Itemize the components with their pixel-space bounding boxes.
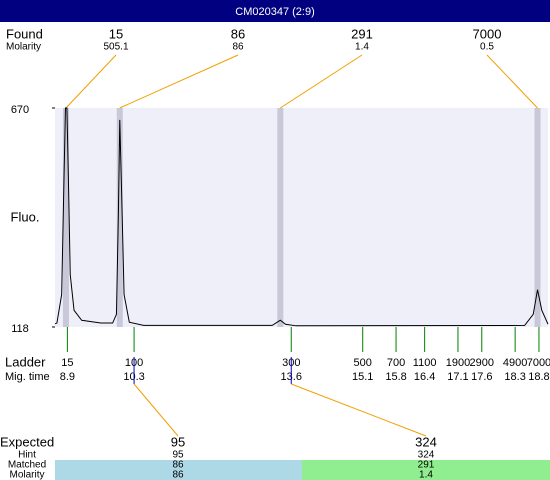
peak-band [534, 108, 541, 327]
found-size: 15 [109, 26, 123, 41]
matched-molarity: 86 [172, 470, 184, 480]
peak-connector [486, 54, 538, 109]
peak-connector [280, 54, 363, 109]
matched-label: Matched [8, 460, 46, 471]
peak-connector [119, 54, 239, 109]
ladder-size: 4900 [503, 357, 527, 369]
found-label: Found [6, 26, 43, 41]
ladder-size: 15 [61, 357, 73, 369]
found-size: 86 [231, 26, 245, 41]
plot-area [55, 108, 548, 327]
mig-label: Mig. time [5, 371, 50, 383]
expected-connector [291, 383, 427, 437]
matched: 291 [418, 460, 435, 471]
found-size: 7000 [473, 26, 502, 41]
matched-bar [302, 460, 550, 480]
expected-size: 324 [415, 434, 437, 449]
matched-molarity: 1.4 [419, 470, 433, 480]
expected-label: Expected [0, 434, 54, 449]
ladder-mig-time: 15.1 [352, 371, 373, 383]
peak-band [62, 108, 69, 327]
matched: 86 [172, 460, 184, 471]
hint: 324 [418, 450, 435, 461]
hint: 95 [172, 450, 184, 461]
peak-band [277, 108, 284, 327]
title: CM020347 (2:9) [235, 6, 315, 18]
ladder-size: 2900 [470, 357, 494, 369]
hint-label: Hint [18, 450, 36, 461]
found-molarity: 505.1 [103, 42, 128, 53]
expected-connector [133, 383, 179, 437]
expected-size: 95 [171, 434, 185, 449]
ladder-mig-time: 18.3 [504, 371, 525, 383]
ladder-mig-time: 15.8 [385, 371, 406, 383]
found-size: 291 [351, 26, 373, 41]
ladder-size: 7000 [527, 357, 550, 369]
found-molarity: 86 [232, 42, 244, 53]
ladder-mig-time: 16.4 [414, 371, 435, 383]
molarity-label: Molarity [9, 470, 44, 480]
ladder-mig-time: 17.1 [447, 371, 468, 383]
ladder-size: 700 [387, 357, 405, 369]
ladder-label: Ladder [5, 354, 46, 369]
molarity-label: Molarity [6, 42, 41, 53]
y-tick-label: 670 [11, 104, 29, 116]
ladder-size: 500 [354, 357, 372, 369]
trace [54, 107, 549, 327]
ladder-size: 1100 [413, 357, 437, 369]
found-molarity: 0.5 [480, 42, 494, 53]
y-axis-label: Fluo. [11, 209, 40, 224]
ladder-mig-time: 18.8 [528, 371, 549, 383]
y-tick-label: 118 [11, 323, 29, 335]
peak-band [116, 108, 123, 327]
found-molarity: 1.4 [355, 42, 369, 53]
ladder-mig-time: 17.6 [471, 371, 492, 383]
ladder-size: 1900 [446, 357, 470, 369]
ladder-mig-time: 8.9 [60, 371, 75, 383]
matched-bar [55, 460, 302, 480]
peak-connector [65, 54, 117, 109]
title-bar [0, 0, 550, 22]
